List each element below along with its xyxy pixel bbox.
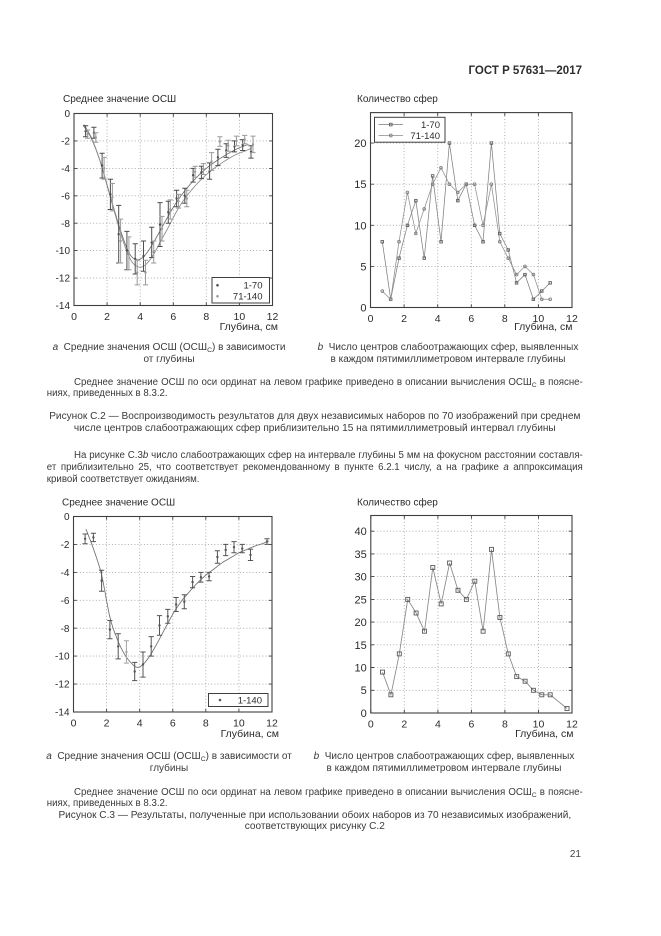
svg-text:12: 12 [566, 313, 578, 325]
svg-text:-2: -2 [61, 540, 70, 551]
svg-text:8: 8 [203, 311, 209, 323]
svg-text:15: 15 [355, 640, 367, 652]
svg-text:-14: -14 [55, 708, 70, 719]
svg-text:-12: -12 [56, 274, 71, 285]
svg-text:2: 2 [401, 313, 407, 325]
svg-text:-6: -6 [61, 191, 70, 202]
svg-text:10: 10 [233, 718, 245, 730]
svg-text:0: 0 [64, 512, 70, 523]
svg-text:1-70: 1-70 [243, 281, 262, 292]
svg-text:8: 8 [502, 719, 508, 731]
svg-text:8: 8 [203, 718, 209, 730]
svg-text:-14: -14 [56, 301, 71, 312]
svg-text:40: 40 [355, 526, 367, 538]
svg-text:10: 10 [355, 663, 367, 675]
svg-text:6: 6 [170, 311, 176, 323]
svg-text:20: 20 [355, 617, 367, 629]
svg-text:4: 4 [137, 718, 143, 730]
svg-text:0: 0 [368, 313, 374, 325]
svg-text:-8: -8 [61, 624, 70, 635]
svg-text:1-70: 1-70 [421, 120, 440, 131]
svg-text:-12: -12 [55, 680, 70, 691]
svg-text:0: 0 [71, 718, 77, 730]
svg-text:-10: -10 [55, 652, 70, 663]
svg-text:Среднее значение ОСШ: Среднее значение ОСШ [63, 94, 176, 105]
svg-text:10: 10 [533, 719, 545, 731]
svg-text:30: 30 [355, 572, 367, 584]
svg-text:5: 5 [360, 261, 366, 273]
svg-text:12: 12 [566, 719, 578, 731]
svg-text:71-140: 71-140 [410, 131, 440, 142]
svg-text:0: 0 [71, 311, 77, 323]
svg-text:-4: -4 [61, 164, 70, 175]
svg-text:20: 20 [354, 138, 366, 150]
svg-text:5: 5 [361, 685, 367, 697]
svg-text:12: 12 [267, 311, 279, 323]
svg-text:2: 2 [104, 311, 110, 323]
svg-text:Количество сфер: Количество сфер [357, 497, 438, 509]
svg-text:-8: -8 [61, 219, 70, 230]
svg-text:4: 4 [137, 311, 143, 323]
svg-text:Глубина, см: Глубина, см [514, 321, 572, 333]
svg-text:-6: -6 [61, 596, 70, 607]
svg-text:Количество сфер: Количество сфер [357, 93, 438, 105]
svg-text:10: 10 [234, 311, 246, 323]
svg-text:2: 2 [401, 719, 407, 731]
svg-text:4: 4 [435, 313, 441, 325]
svg-text:35: 35 [355, 549, 367, 561]
svg-text:Среднее значение ОСШ: Среднее значение ОСШ [62, 498, 175, 509]
svg-text:4: 4 [435, 719, 441, 731]
svg-text:8: 8 [502, 313, 508, 325]
svg-text:-2: -2 [61, 137, 70, 148]
svg-text:6: 6 [468, 313, 474, 325]
svg-text:10: 10 [533, 313, 545, 325]
svg-text:Глубина, см: Глубина, см [515, 728, 573, 740]
svg-text:Глубина, см: Глубина, см [220, 321, 278, 333]
svg-text:0: 0 [361, 708, 367, 720]
svg-text:6: 6 [170, 718, 176, 730]
svg-text:2: 2 [104, 718, 110, 730]
svg-text:0: 0 [360, 303, 366, 315]
svg-text:1-140: 1-140 [238, 695, 262, 706]
svg-text:12: 12 [266, 718, 278, 730]
svg-text:0: 0 [64, 109, 70, 120]
svg-text:25: 25 [355, 594, 367, 606]
svg-text:Глубина, см: Глубина, см [221, 728, 279, 740]
svg-text:6: 6 [468, 719, 474, 731]
svg-text:-10: -10 [56, 246, 71, 257]
svg-text:71-140: 71-140 [233, 292, 263, 303]
svg-text:15: 15 [354, 179, 366, 191]
svg-text:-4: -4 [61, 568, 70, 579]
svg-text:0: 0 [368, 719, 374, 731]
svg-text:10: 10 [354, 220, 366, 232]
